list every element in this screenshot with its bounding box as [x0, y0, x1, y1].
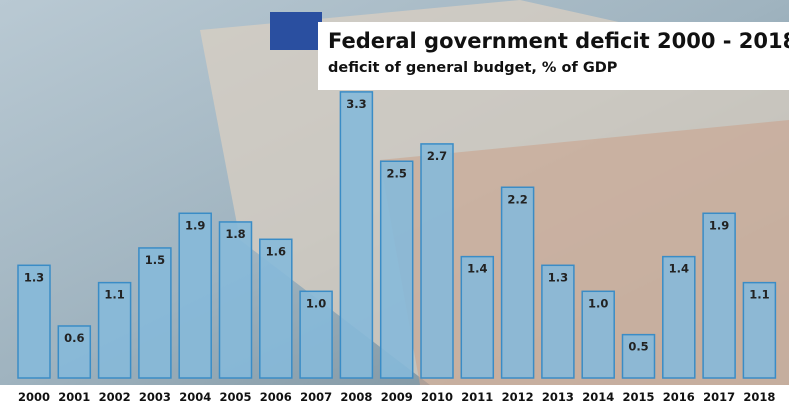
chart: Federal government deficit 2000 - 2018 d… — [0, 0, 789, 413]
value-label: 1.5 — [145, 253, 165, 267]
x-tick-label: 2009 — [381, 390, 413, 404]
x-tick-label: 2013 — [542, 390, 574, 404]
x-tick-label: 2015 — [622, 390, 654, 404]
bar — [381, 161, 413, 378]
x-tick-label: 2005 — [219, 390, 251, 404]
x-tick-label: 2000 — [18, 390, 50, 404]
bar — [502, 187, 534, 378]
value-label: 2.5 — [387, 166, 407, 180]
bar — [220, 222, 252, 378]
x-tick-label: 2004 — [179, 390, 211, 404]
x-tick-label: 2011 — [461, 390, 493, 404]
value-label: 1.6 — [266, 244, 286, 258]
value-label: 0.6 — [64, 331, 84, 345]
value-label: 1.4 — [669, 262, 689, 276]
value-label: 2.2 — [507, 192, 527, 206]
value-label: 1.3 — [24, 270, 44, 284]
x-tick-label: 2017 — [703, 390, 735, 404]
x-tick-label: 2008 — [340, 390, 372, 404]
x-tick-label: 2006 — [260, 390, 292, 404]
x-tick-label: 2018 — [743, 390, 775, 404]
bar — [179, 213, 211, 378]
eu-flag — [270, 12, 322, 50]
value-label: 1.0 — [588, 296, 608, 310]
x-tick-label: 2010 — [421, 390, 453, 404]
chart-subtitle: deficit of general budget, % of GDP — [328, 60, 618, 76]
bar — [340, 92, 372, 378]
value-label: 1.0 — [306, 296, 326, 310]
value-label: 3.3 — [346, 97, 366, 111]
value-label: 1.1 — [749, 288, 769, 302]
bar — [421, 144, 453, 378]
value-label: 1.4 — [467, 262, 487, 276]
value-label: 2.7 — [427, 149, 447, 163]
x-tick-label: 2007 — [300, 390, 332, 404]
x-tick-label: 2014 — [582, 390, 614, 404]
x-tick-label: 2016 — [663, 390, 695, 404]
value-label: 1.1 — [104, 288, 124, 302]
value-label: 1.9 — [185, 218, 205, 232]
bar — [703, 213, 735, 378]
value-label: 1.8 — [225, 227, 245, 241]
value-label: 0.5 — [628, 340, 648, 354]
x-tick-label: 2003 — [139, 390, 171, 404]
x-tick-label: 2001 — [58, 390, 90, 404]
bar — [139, 248, 171, 378]
x-tick-label: 2002 — [99, 390, 131, 404]
chart-title: Federal government deficit 2000 - 2018 — [328, 29, 789, 53]
value-label: 1.9 — [709, 218, 729, 232]
value-label: 1.3 — [548, 270, 568, 284]
x-tick-label: 2012 — [502, 390, 534, 404]
bar — [260, 239, 292, 378]
